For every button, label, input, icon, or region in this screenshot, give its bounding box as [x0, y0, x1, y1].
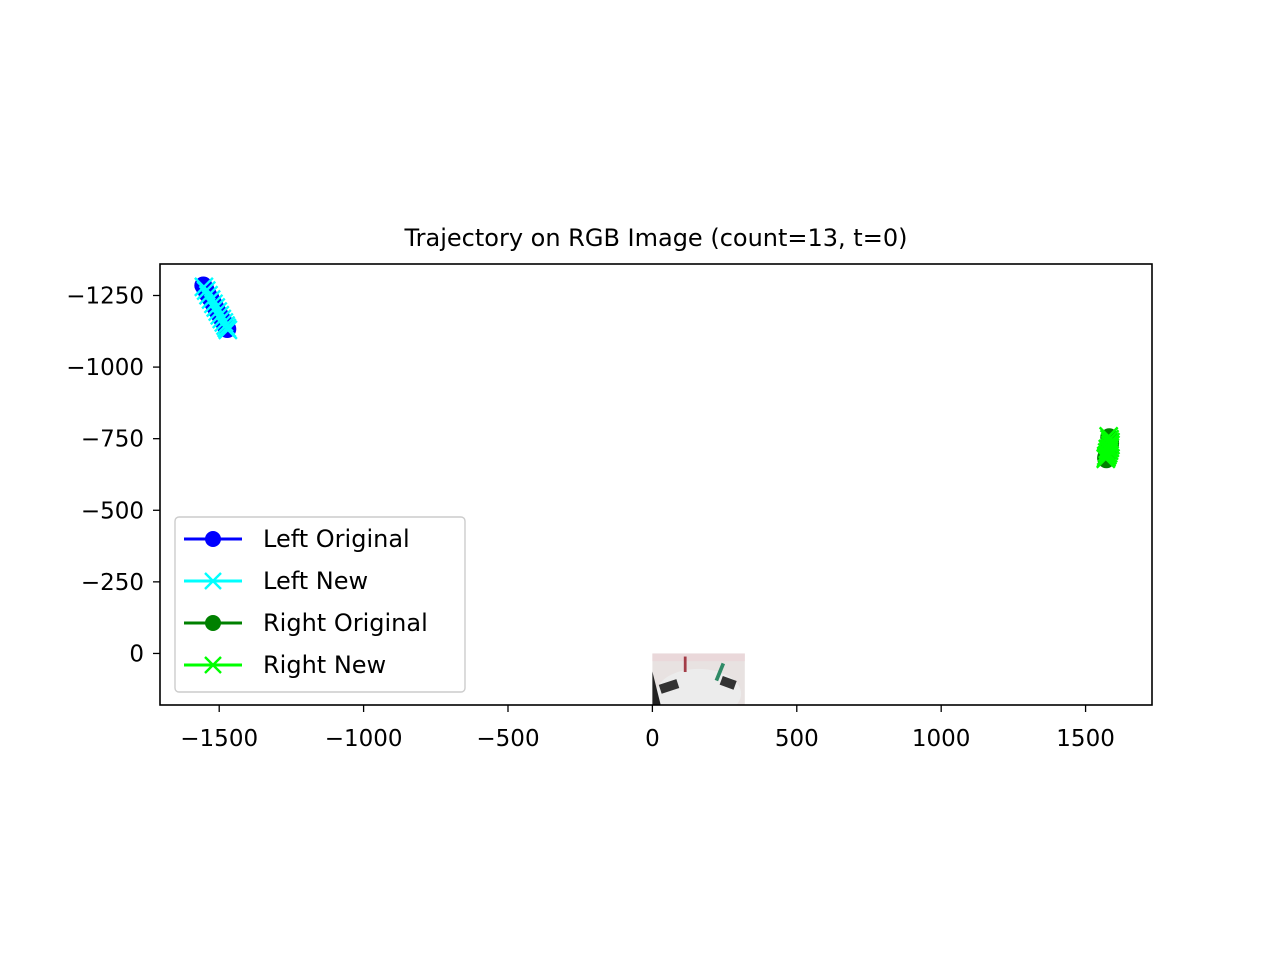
- image-right-gripper: [719, 675, 737, 690]
- x-tick-label: 0: [645, 726, 660, 752]
- x-tick-label: −1500: [180, 726, 258, 752]
- series-point: [1097, 442, 1118, 463]
- rgb-camera-frame: [652, 653, 745, 705]
- series-layer: [194, 276, 1121, 469]
- series-left-new: [194, 277, 238, 340]
- y-tick-label: −750: [81, 427, 144, 453]
- legend-item: Right New: [184, 651, 386, 679]
- x-tick-label: 500: [775, 726, 819, 752]
- y-tick-label: −1000: [66, 355, 144, 381]
- legend-label: Left New: [263, 567, 368, 595]
- chart-title: Trajectory on RGB Image (count=13, t=0): [404, 224, 908, 252]
- x-tick-label: −500: [476, 726, 539, 752]
- y-tick-label: −250: [81, 570, 144, 596]
- legend-item: Right Original: [184, 609, 428, 637]
- x-tick-label: 1000: [912, 726, 971, 752]
- series-right-new: [1095, 426, 1121, 469]
- y-tick-label: −1250: [66, 284, 144, 310]
- series-point: [1097, 439, 1118, 459]
- legend-item: Left New: [184, 567, 368, 595]
- series-point: [196, 280, 217, 301]
- image-green-object: [714, 662, 726, 682]
- image-red-object: [683, 656, 687, 673]
- series-point: [1096, 446, 1117, 466]
- series-point: [204, 572, 222, 590]
- legend-item: Left Original: [184, 525, 410, 553]
- y-tick-label: 0: [129, 641, 144, 667]
- x-tick-label: 1500: [1056, 726, 1115, 752]
- legend-label: Right New: [263, 651, 386, 679]
- legend: Left Original Left New Right Original Right…: [174, 516, 466, 693]
- image-top-band: [652, 653, 745, 662]
- legend-label: Right Original: [263, 609, 428, 637]
- series-point: [218, 320, 238, 340]
- legend-box: [174, 516, 466, 693]
- y-tick-label: −500: [81, 498, 144, 524]
- x-tick-label: −1000: [325, 726, 403, 752]
- x-axis: −1500 −1000 −500 0 500 1000 1500: [180, 705, 1115, 752]
- series-point: [205, 615, 221, 631]
- series-point: [204, 656, 222, 674]
- series-point: [205, 531, 221, 547]
- legend-label: Left Original: [263, 525, 410, 553]
- image-left-gripper: [658, 679, 680, 694]
- y-axis: −1250 −1000 −750 −500 −250 0: [66, 284, 160, 667]
- image-table-surface: [656, 668, 742, 705]
- plot-frame: [159, 263, 1153, 706]
- image-dark-corner: [652, 671, 661, 705]
